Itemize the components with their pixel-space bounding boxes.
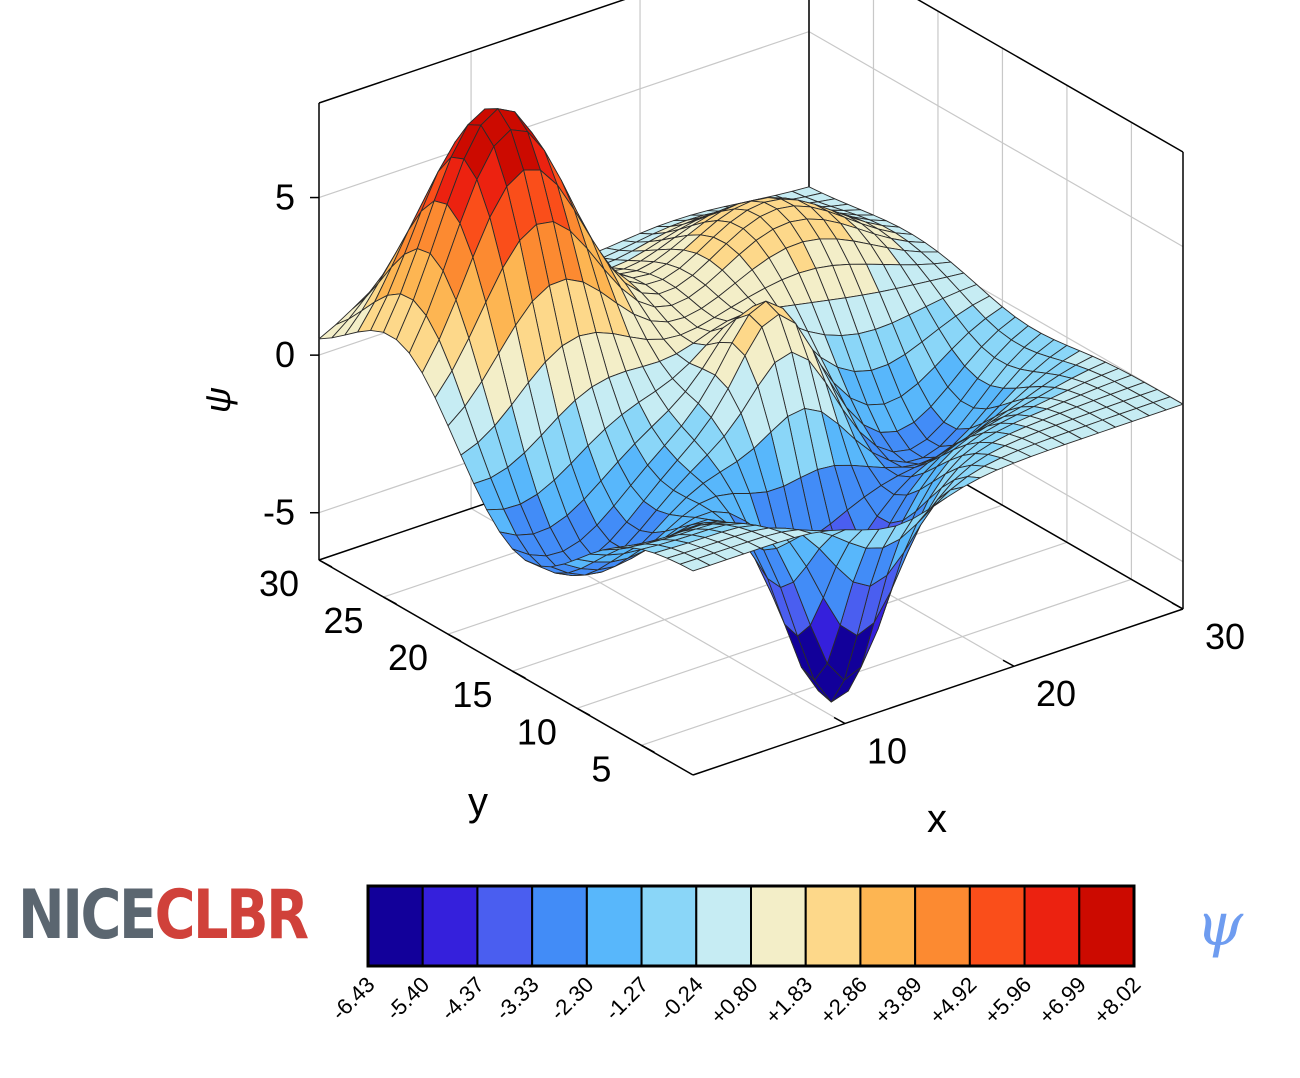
axes-front-lines [318, 559, 1184, 776]
surface-face [679, 558, 711, 572]
y-tick [576, 707, 591, 716]
colorbar-tick-label: -3.33 [490, 972, 543, 1025]
x-tick [1002, 659, 1015, 667]
y-tick-label: 10 [517, 711, 557, 752]
colorbar-tick-label: +6.99 [1034, 972, 1091, 1029]
colorbar-swatch [367, 885, 424, 967]
y-tick-label: 30 [259, 563, 299, 604]
colorbar-title: ψ [1196, 890, 1244, 960]
axis-ticks: 10 20 30 5 10 15 20 25 30 -5 0 5 [259, 177, 1245, 790]
x-tick-label: 30 [1205, 616, 1245, 657]
surface-mesh [318, 108, 1184, 703]
colorbar-tick-label: +3.89 [870, 972, 927, 1029]
colorbar-tick-label: +4.92 [924, 972, 981, 1029]
colorbar-tick-label: -1.27 [600, 972, 653, 1025]
box-edge [318, 0, 1184, 153]
gridline-y-floor [512, 504, 1003, 672]
colorbar-swatch [804, 885, 862, 967]
y-tick [447, 633, 462, 642]
y-tick-label: 20 [388, 637, 428, 678]
colorbar-tick-label: +5.96 [979, 972, 1036, 1029]
colorbar-tick-label: +0.80 [705, 972, 762, 1029]
x-tick-label: 20 [1036, 673, 1076, 714]
y-tick [318, 559, 333, 568]
colorbar-swatch [640, 885, 698, 967]
colorbar-swatch [859, 885, 917, 967]
colorbar-swatch [531, 885, 588, 967]
colorbar-swatch [476, 885, 534, 967]
x-tick [1171, 602, 1184, 610]
colorbar-swatch [914, 885, 971, 967]
brand-logo: NICECLBR [18, 882, 309, 950]
colorbar-swatch [1023, 885, 1081, 967]
y-tick [383, 596, 397, 605]
colorbar-swatch [695, 885, 752, 967]
logo-text-part1: NICE [18, 876, 157, 955]
x-tick-label: 10 [867, 730, 907, 771]
gridline-y-floor [641, 578, 1132, 746]
y-tick-label: 25 [323, 600, 363, 641]
colorbar-swatch [1078, 885, 1136, 967]
z-tick-label: -5 [263, 492, 295, 533]
z-axis-label: ψ [197, 387, 238, 413]
y-tick-label: 15 [452, 674, 492, 715]
z-tick-label: 0 [275, 334, 295, 375]
colorbar-tick-label: -4.37 [436, 972, 489, 1025]
y-axis-line [318, 559, 694, 776]
colorbar-swatch [750, 885, 807, 967]
colorbar-swatch [421, 885, 479, 967]
x-tick [833, 716, 846, 725]
colorbar-tick-label: +2.86 [815, 972, 872, 1029]
colorbar-tick-label: +8.02 [1088, 972, 1145, 1029]
colorbar-tick-label: -2.30 [545, 972, 598, 1025]
logo-text-part2: CLBR [154, 876, 310, 955]
colorbar-swatch [585, 885, 643, 967]
colorbar-tick-label: -6.43 [326, 972, 379, 1025]
colorbar-tick-label: -0.24 [655, 972, 708, 1025]
y-tick [641, 744, 655, 754]
z-tick-label: 5 [275, 177, 295, 218]
colorbar-swatch [968, 885, 1026, 967]
colorbar-tick-label: -5.40 [381, 972, 434, 1025]
x-axis-label: x [927, 797, 947, 841]
y-tick-label: 5 [591, 748, 611, 789]
y-tick [512, 670, 526, 679]
colorbar-tick-label: +1.83 [760, 972, 817, 1029]
y-axis-label: y [468, 780, 488, 824]
colorbar: -6.43 -5.40 -4.37 -3.33 -2.30 -1.27 -0.24+0.80… [326, 884, 1146, 1029]
x-axis-line [692, 608, 1184, 776]
colorbar-frame [366, 884, 1136, 968]
